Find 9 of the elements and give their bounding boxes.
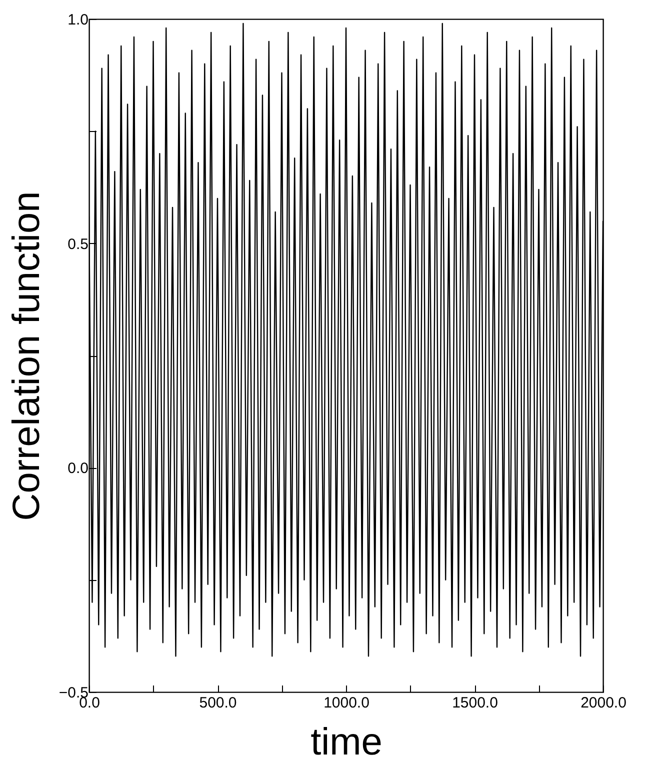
y-tick-label: 0.5 <box>68 236 88 253</box>
x-tick-label: 500.0 <box>199 694 237 712</box>
x-tick-label: 2000.0 <box>580 694 626 712</box>
x-tick-label: 1000.0 <box>324 694 370 712</box>
x-tick-label: 1500.0 <box>452 694 498 712</box>
y-tick-label: 0.0 <box>68 460 88 478</box>
x-axis-title: time <box>310 722 382 764</box>
y-axis-title: Correlation function <box>6 191 48 521</box>
y-tick-label: 1.0 <box>68 12 88 28</box>
